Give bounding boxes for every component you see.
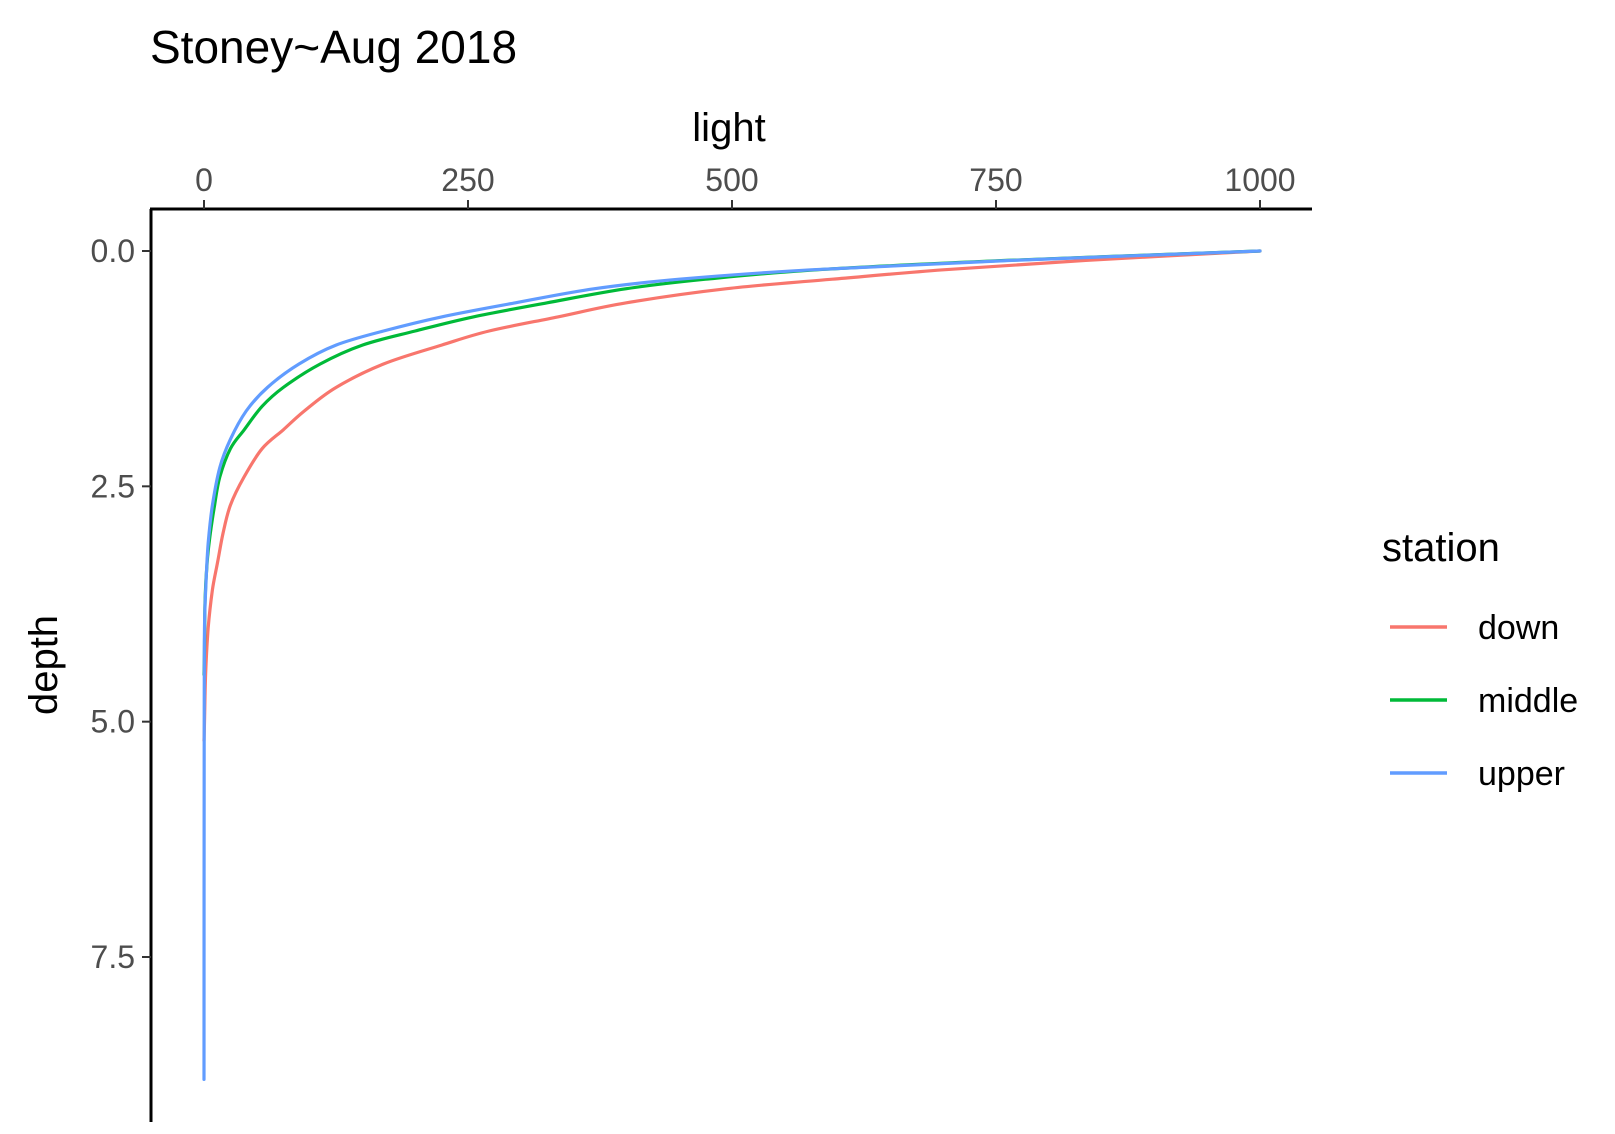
legend-label-middle: middle: [1478, 682, 1578, 720]
x-axis-title: light: [692, 106, 765, 150]
x-tick-label: 500: [705, 162, 758, 198]
y-tick-label: 0.0: [91, 233, 135, 269]
series-lines: [202, 249, 1262, 1081]
series-line-middle: [202, 249, 1262, 677]
y-tick-label: 5.0: [91, 704, 135, 740]
x-tick-label: 0: [195, 162, 213, 198]
legend-label-down: down: [1478, 609, 1559, 647]
series-line-upper: [202, 249, 1262, 1081]
y-axis-ticks: 0.0 2.5 5.0 7.5: [91, 233, 151, 975]
x-tick-label: 250: [441, 162, 494, 198]
x-tick-label: 1000: [1224, 162, 1295, 198]
x-axis-ticks: 0 250 500 750 1000: [195, 162, 1296, 209]
legend-title: station: [1382, 526, 1500, 570]
y-tick-label: 2.5: [91, 468, 135, 504]
y-axis-title: depth: [22, 615, 66, 715]
chart-title: Stoney~Aug 2018: [150, 21, 517, 73]
x-tick-label: 750: [969, 162, 1022, 198]
legend: down middle upper: [1390, 609, 1578, 793]
y-tick-label: 7.5: [91, 939, 135, 975]
legend-label-upper: upper: [1478, 755, 1565, 793]
series-line-down: [202, 249, 1262, 743]
